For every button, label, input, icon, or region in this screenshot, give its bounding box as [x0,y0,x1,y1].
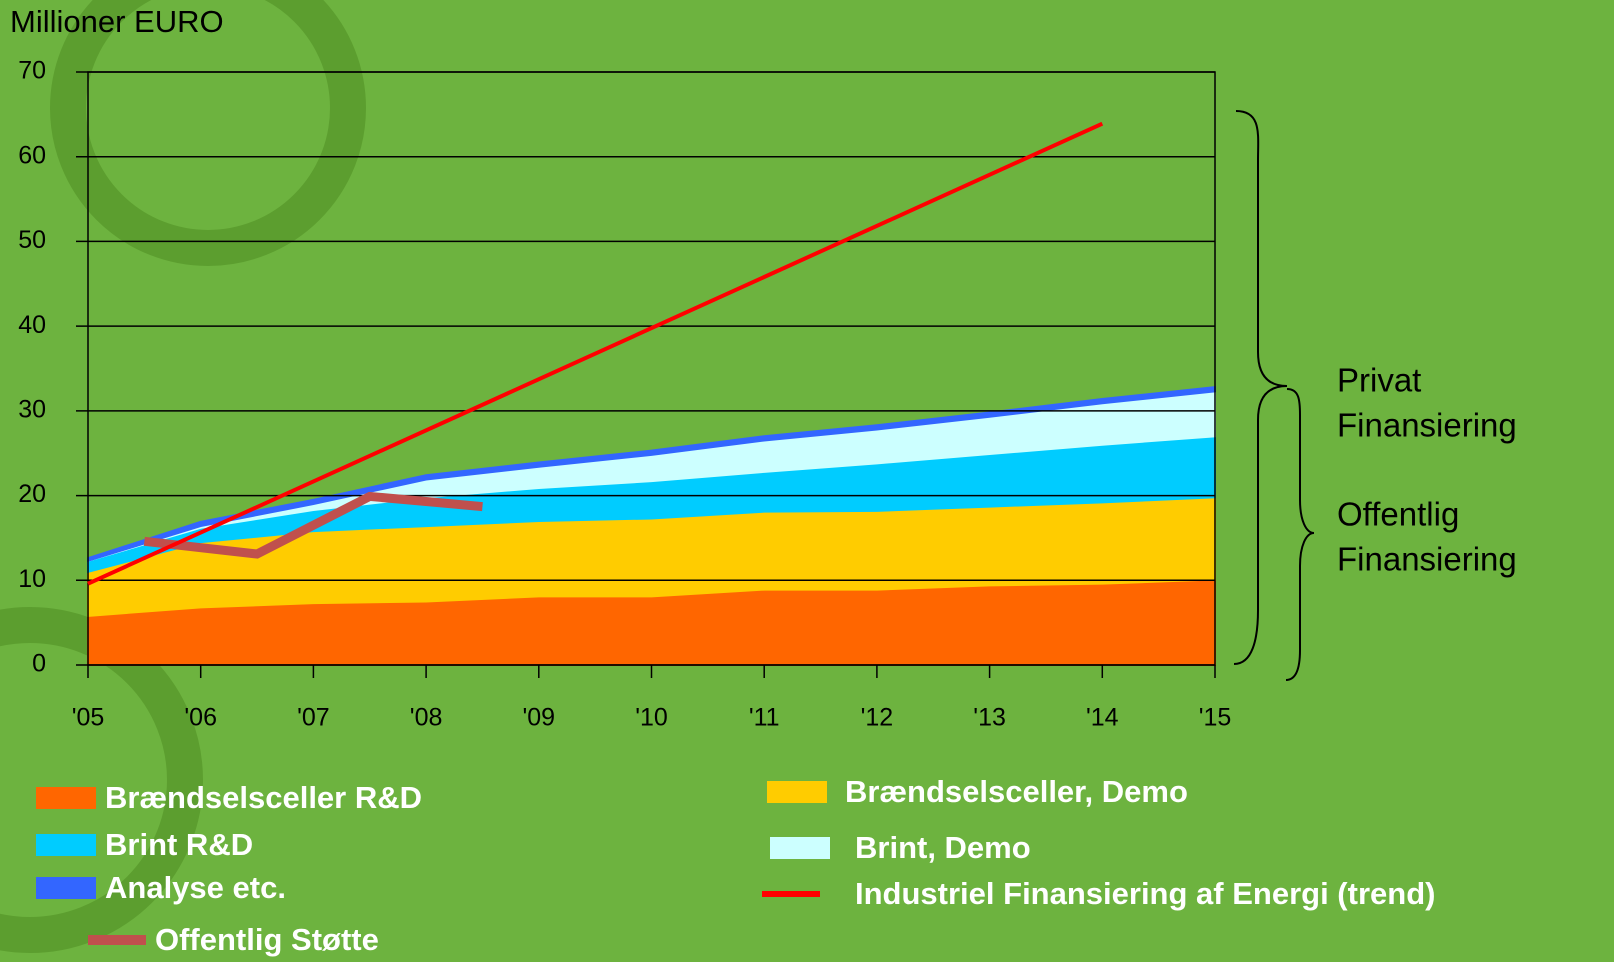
annotation: Offentlig [1337,496,1459,533]
legend-swatch [88,935,146,945]
x-tick-label: '14 [1086,704,1119,732]
legend-label: Brint, Demo [855,830,1031,865]
x-tick-label: '09 [523,704,556,732]
y-tick-label: 20 [18,480,46,508]
y-tick-label: 10 [18,565,46,593]
legend-swatch [767,781,827,803]
x-tick-label: '15 [1199,704,1232,732]
line [87,121,1104,586]
annotation: Finansiering [1337,541,1517,578]
y-tick-label: 70 [18,57,46,85]
legend-label: Brændselsceller R&D [105,780,422,815]
legend-label: Analyse etc. [105,870,286,905]
x-tick-label: '11 [749,704,780,732]
y-tick-label: 30 [18,395,46,423]
legend-label: Industriel Finansiering af Energi (trend… [855,876,1435,911]
x-tick-label: '08 [410,704,443,732]
plot [87,386,1216,666]
x-tick-label: '12 [861,704,894,732]
legend-swatch [36,787,96,809]
annotation: Finansiering [1337,407,1517,444]
y-tick-label: 40 [18,311,46,339]
legend-swatch [770,837,830,859]
y-tick-label: 0 [32,650,46,678]
x-tick-label: '10 [635,704,668,732]
legend-swatch [36,834,96,856]
brace [1285,388,1315,681]
legend-label: Offentlig Støtte [155,922,379,957]
annotation: Privat [1337,362,1421,399]
decor-ring [50,0,366,266]
y-tick-label: 60 [18,141,46,169]
line [143,491,483,559]
y-axis-label: Millioner EURO [10,4,224,39]
legend-label: Brint R&D [105,827,253,862]
x-tick-label: '05 [72,704,105,732]
decor-ring [0,607,203,953]
brace [1233,110,1288,665]
legend-swatch [36,877,96,899]
y-tick-label: 50 [18,226,46,254]
legend-swatch [762,891,820,897]
legend-label: Brændselsceller, Demo [845,774,1188,809]
x-tick-label: '06 [184,704,217,732]
x-tick-label: '13 [973,704,1006,732]
x-tick-label: '07 [297,704,330,732]
